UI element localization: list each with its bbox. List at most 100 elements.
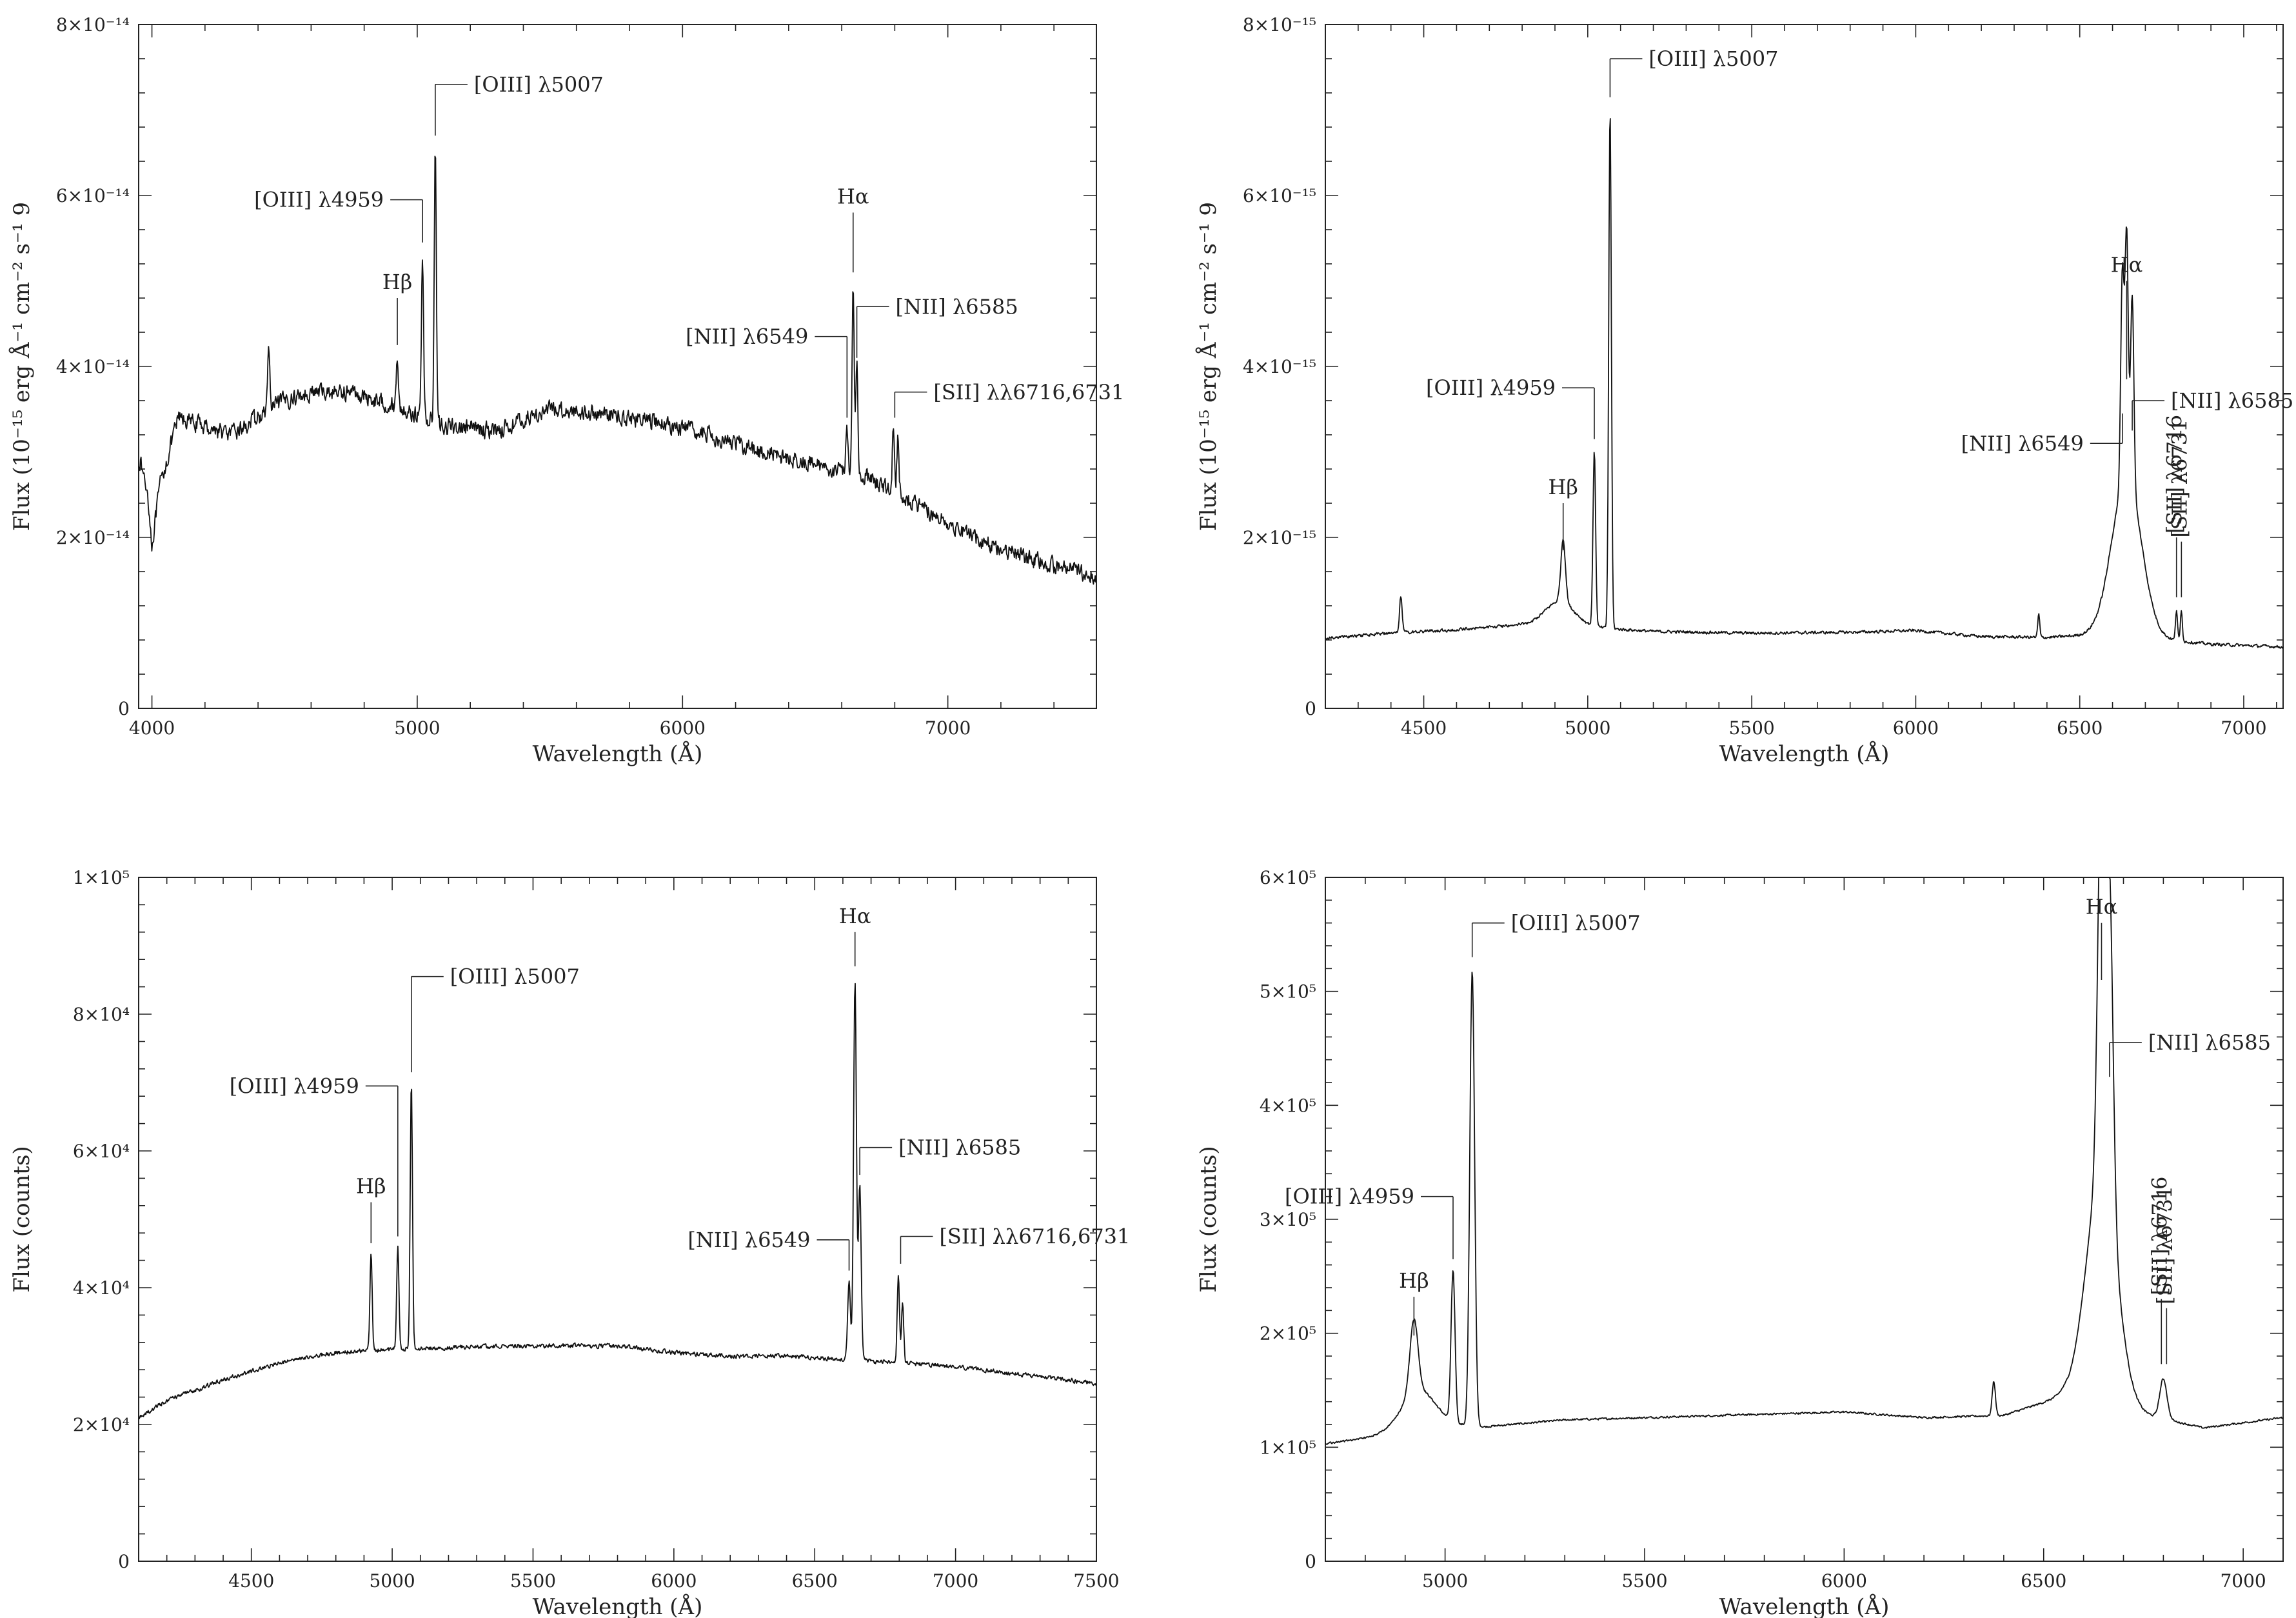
line-annotation: [OIII] λ4959 [1426,375,1595,439]
annotation-label: [SII] λ6731 [2152,1186,2177,1304]
y-tick-label: 3×10⁵ [1260,1209,1316,1230]
y-axis-title: Flux (10⁻¹⁵ erg Å⁻¹ cm⁻² s⁻¹ 9 [8,202,35,531]
x-tick-label: 5500 [1621,1570,1667,1592]
x-tick-label: 6500 [2021,1570,2066,1592]
annotation-label: [OIII] λ5007 [474,72,604,97]
x-tick-label: 5500 [510,1570,556,1592]
x-tick-label: 4500 [1401,717,1447,739]
y-tick-label: 6×10⁻¹⁵ [1243,185,1316,206]
plot-frame [1325,24,2284,709]
y-tick-label: 2×10⁵ [1260,1323,1316,1344]
x-tick-label: 5000 [394,717,440,739]
spectrum-panel-bottom-right: 5000 5500 6000 6500 7000 0 1×10⁵ 2×10⁵ 3×10⁵ 4×10… [1196,867,2284,1618]
annotation-label: Hβ [1399,1268,1429,1293]
line-annotation: [NII] λ6585 [2132,388,2293,431]
x-tick-label: 5000 [369,1570,415,1592]
line-annotation: [OIII] λ5007 [1609,46,1778,97]
annotation-label: [SII] λ6731 [2167,419,2192,538]
y-tick-label: 2×10⁴ [73,1414,130,1435]
y-tick-label: 4×10⁵ [1260,1095,1316,1116]
line-annotation: Hα [2086,895,2117,980]
line-annotation: [SII] λλ6716,6731 [900,1224,1130,1264]
spectrum-panel-top-right: 4500 5000 5500 6000 6500 7000 0 2×10⁻¹⁵ 4×10⁻¹⁵ 6… [1195,14,2293,767]
line-annotation: [NII] λ6585 [856,294,1018,358]
x-tick-label: 4000 [129,717,175,739]
annotation-label: Hα [837,185,869,209]
x-tick-label: 5000 [1422,1570,1468,1592]
y-tick-label: 8×10⁴ [73,1004,130,1025]
spectrum-panel-top-left: 4000 5000 6000 7000 0 2×10⁻¹⁴ 4×10⁻¹⁴ 6×10⁻¹⁴ 8×… [8,14,1124,767]
x-tick-label: 5000 [1565,717,1610,739]
spectrum-line [1325,877,2284,1445]
annotation-label: [NII] λ6549 [686,325,808,349]
line-annotation: [NII] λ6549 [686,325,848,418]
y-tick-label: 0 [118,698,130,719]
annotation-label: [OIII] λ5007 [1648,46,1778,71]
spectrum-panel-bottom-left: 4500 5000 5500 6000 6500 7000 7500 0 2×10⁴ 4×10⁴ 6… [9,867,1130,1618]
x-tick-label: 4500 [228,1570,274,1592]
annotation-label: [NII] λ6585 [898,1135,1021,1160]
annotation-label: [OIII] λ4959 [230,1074,359,1098]
annotation-label: [OIII] λ5007 [1511,911,1641,935]
y-axis-title: Flux (10⁻¹⁵ erg Å⁻¹ cm⁻² s⁻¹ 9 [1195,202,1222,531]
line-annotation: [NII] λ6585 [2109,1030,2271,1077]
y-tick-label: 2×10⁻¹⁵ [1243,527,1316,548]
y-tick-label: 6×10⁴ [73,1141,130,1162]
y-axis-title: Flux (counts) [9,1146,35,1292]
y-axis-title: Flux (counts) [1196,1146,1222,1292]
x-axis-title: Wavelength (Å) [1719,741,1890,767]
y-tick-label: 8×10⁻¹⁵ [1243,14,1316,35]
x-tick-label: 7000 [925,717,971,739]
line-annotation: Hβ [356,1174,386,1244]
y-tick-label: 4×10⁴ [73,1277,130,1299]
x-tick-label: 6000 [1821,1570,1867,1592]
annotation-label: [SII] λλ6716,6731 [933,380,1124,404]
x-tick-label: 6000 [651,1570,697,1592]
line-annotation: [SII] λ6716 [2162,415,2187,597]
line-annotation: [SII] λ6731 [2167,419,2192,597]
x-tick-label: 6500 [2057,717,2103,739]
annotation-label: [SII] λ6716 [2147,1177,2172,1295]
x-tick-label: 7000 [2221,717,2266,739]
line-annotation: [SII] λλ6716,6731 [894,380,1124,418]
y-tick-label: 5×10⁵ [1260,981,1316,1003]
annotation-label: [OIII] λ4959 [1426,375,1556,400]
annotation-label: Hβ [356,1174,386,1199]
spectrum-line [1325,118,2284,649]
y-tick-label: 8×10⁻¹⁴ [56,14,130,35]
plot-frame [138,877,1097,1562]
annotation-label: [NII] λ6549 [688,1228,810,1252]
line-annotation: [OIII] λ4959 [254,188,423,243]
line-annotation: [SII] λ6716 [2147,1177,2172,1364]
y-tick-label: 6×10⁵ [1260,867,1316,888]
y-tick-label: 0 [1305,1551,1316,1572]
x-tick-label: 7000 [2220,1570,2266,1592]
line-annotation: [OIII] λ5007 [1471,911,1641,957]
y-tick-label: 6×10⁻¹⁴ [56,185,130,206]
line-annotation: Hα [2111,253,2143,379]
line-annotation: [OIII] λ4959 [1285,1184,1454,1259]
y-tick-label: 0 [1305,698,1316,719]
y-tick-label: 2×10⁻¹⁴ [56,527,130,548]
x-tick-label: 5500 [1728,717,1774,739]
x-tick-label: 6000 [660,717,706,739]
line-annotation: [OIII] λ4959 [230,1074,399,1237]
line-annotation: [NII] λ6549 [688,1228,850,1271]
x-tick-label: 7500 [1073,1570,1119,1592]
annotation-label: [NII] λ6585 [2171,388,2293,413]
line-annotation: [NII] λ6585 [859,1135,1021,1175]
annotation-label: [SII] λλ6716,6731 [939,1224,1130,1249]
plot-frame [138,24,1097,709]
y-tick-label: 1×10⁵ [73,867,130,888]
spectrum-line [138,155,1096,585]
annotation-label: Hβ [1549,475,1578,499]
line-annotation: [NII] λ6549 [1961,413,2123,455]
y-tick-label: 4×10⁻¹⁵ [1243,356,1316,377]
line-annotation: Hα [837,185,869,273]
x-axis-title: Wavelength (Å) [1719,1593,1890,1618]
line-annotation: Hβ [1549,475,1578,550]
annotation-label: [NII] λ6585 [896,294,1018,319]
line-annotation: Hβ [382,270,412,345]
x-tick-label: 7000 [933,1570,978,1592]
